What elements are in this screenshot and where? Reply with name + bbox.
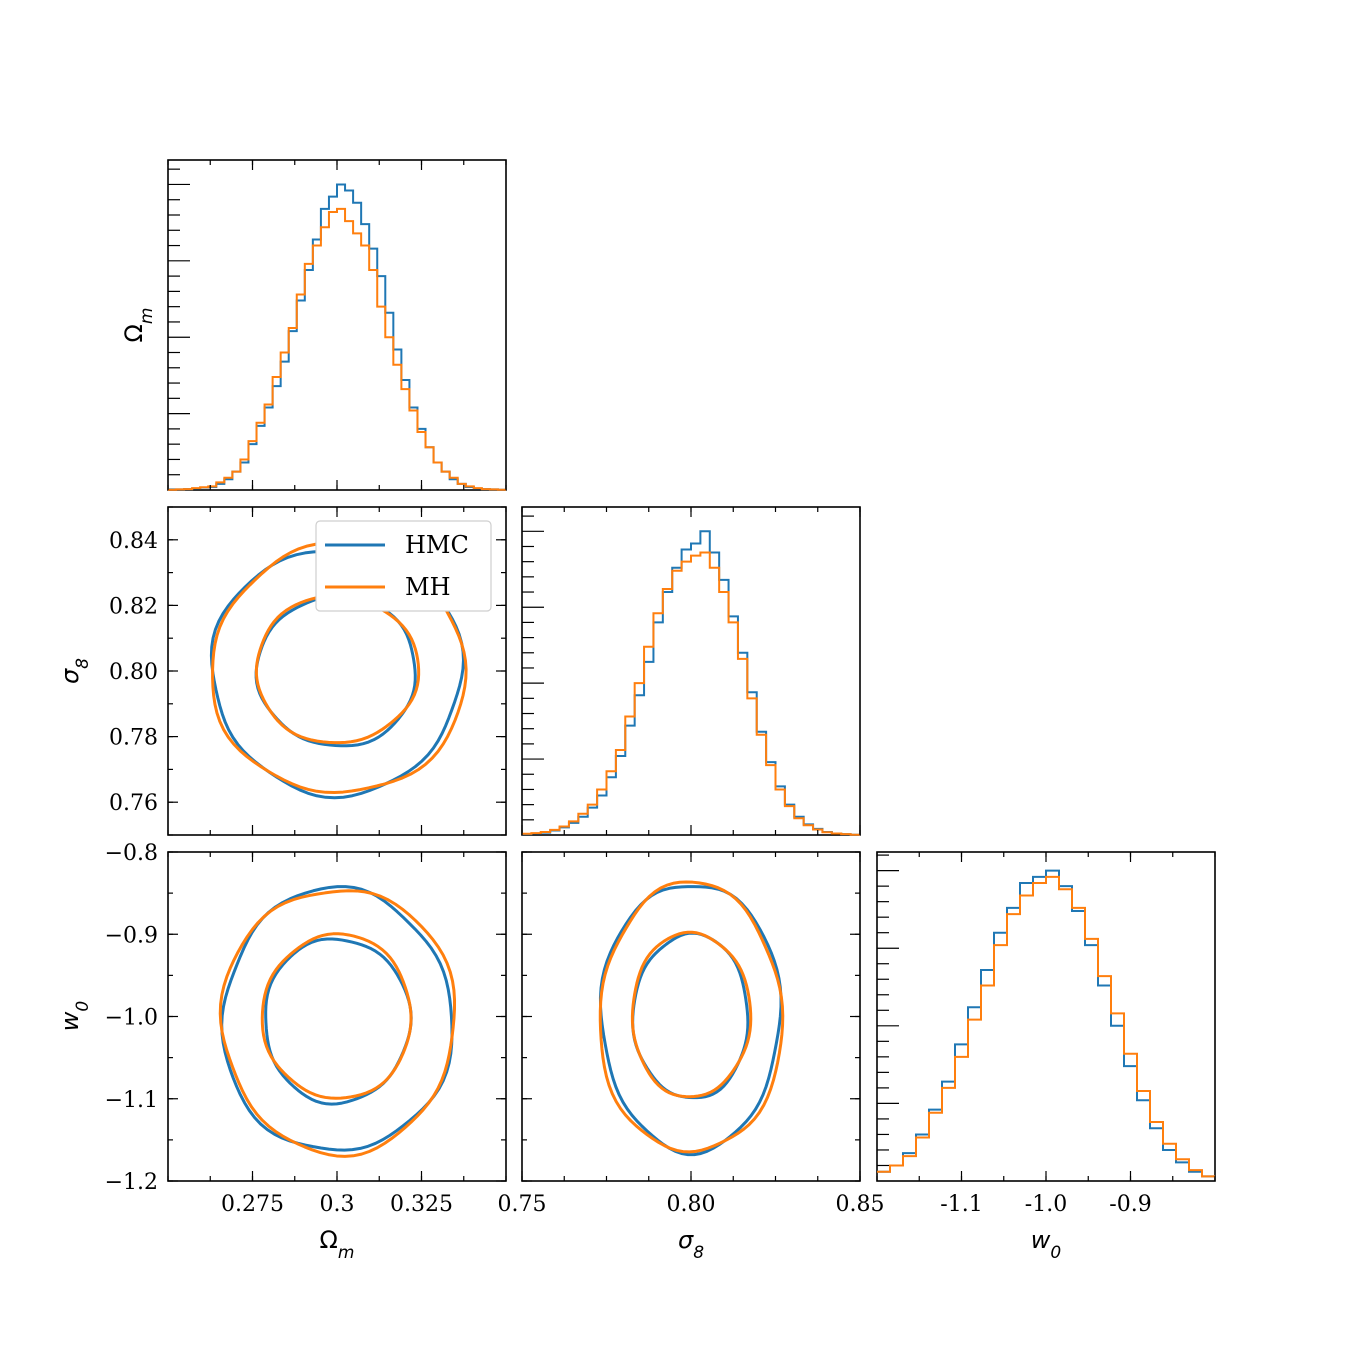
xtick-label-s8: 0.80 — [667, 1192, 716, 1217]
contour-Om_w0-hmc-inner — [264, 937, 413, 1106]
xtick-label-w0: -1.1 — [940, 1192, 982, 1217]
legend-label-hmc: HMC — [405, 531, 469, 559]
ytick-label-w0: −1.1 — [105, 1088, 158, 1113]
contour-s8_w0-mh-inner — [630, 930, 753, 1099]
ytick-label-w0: −1.0 — [105, 1006, 158, 1031]
contour-s8_w0-mh-outer — [598, 880, 785, 1154]
hist-panel-w0 — [876, 851, 1216, 1182]
hist-Om-hmc — [168, 183, 506, 491]
hist-w0-hmc — [877, 869, 1215, 1178]
ytick-label-s8: 0.78 — [109, 726, 158, 751]
hist-Om-mh — [168, 207, 506, 491]
ylabel-om: Ωm — [120, 308, 157, 343]
ytick-label-s8: 0.76 — [109, 791, 158, 816]
hist-w0-mh — [877, 875, 1215, 1178]
contour-Om_w0-hmc-outer — [220, 885, 454, 1152]
ylabel-s8: σ8 — [56, 658, 93, 684]
xtick-label-w0: -1.0 — [1025, 1192, 1067, 1217]
xtick-label-w0: -0.9 — [1109, 1192, 1151, 1217]
contour-Om_s8-mh-inner — [254, 593, 421, 745]
contour-Om_w0-mh-inner — [260, 932, 413, 1100]
ytick-label-w0: −1.2 — [105, 1170, 158, 1195]
contour-Om_w0-mh-outer — [218, 889, 457, 1158]
legend-label-mh: MH — [405, 573, 451, 601]
ytick-label-w0: −0.9 — [105, 923, 158, 948]
legend: HMC MH — [315, 520, 492, 612]
ylabel-w0: w0 — [56, 1001, 93, 1031]
hist-s8-mh — [522, 551, 860, 836]
contour-s8_w0-hmc-outer — [598, 885, 783, 1157]
xtick-label-s8: 0.75 — [498, 1192, 547, 1217]
xlabel-w0: w0 — [1031, 1226, 1061, 1263]
xtick-label-s8: 0.85 — [836, 1192, 885, 1217]
ytick-label-s8: 0.82 — [109, 594, 158, 619]
xlabel-om: Ωm — [320, 1226, 355, 1263]
contour-Om_s8-mh-outer — [211, 541, 468, 795]
ytick-label-s8: 0.84 — [109, 529, 158, 554]
contour-Om_s8-hmc-inner — [254, 593, 417, 748]
hist-s8-hmc — [522, 530, 860, 836]
xtick-label-Om: 0.325 — [390, 1192, 453, 1217]
xtick-label-Om: 0.3 — [320, 1192, 355, 1217]
xlabel-s8: σ8 — [678, 1226, 704, 1263]
xtick-label-Om: 0.275 — [221, 1192, 284, 1217]
plot-layer: 0.275 0.3 0.325 0.75 0.80 0.85 -1.1 -1.0 -0.9 0.7… — [56, 159, 1216, 1263]
ytick-label-w0: −0.8 — [105, 841, 158, 866]
contour-panel-s8_w0 — [521, 851, 861, 1182]
ytick-label-s8: 0.80 — [109, 660, 158, 685]
